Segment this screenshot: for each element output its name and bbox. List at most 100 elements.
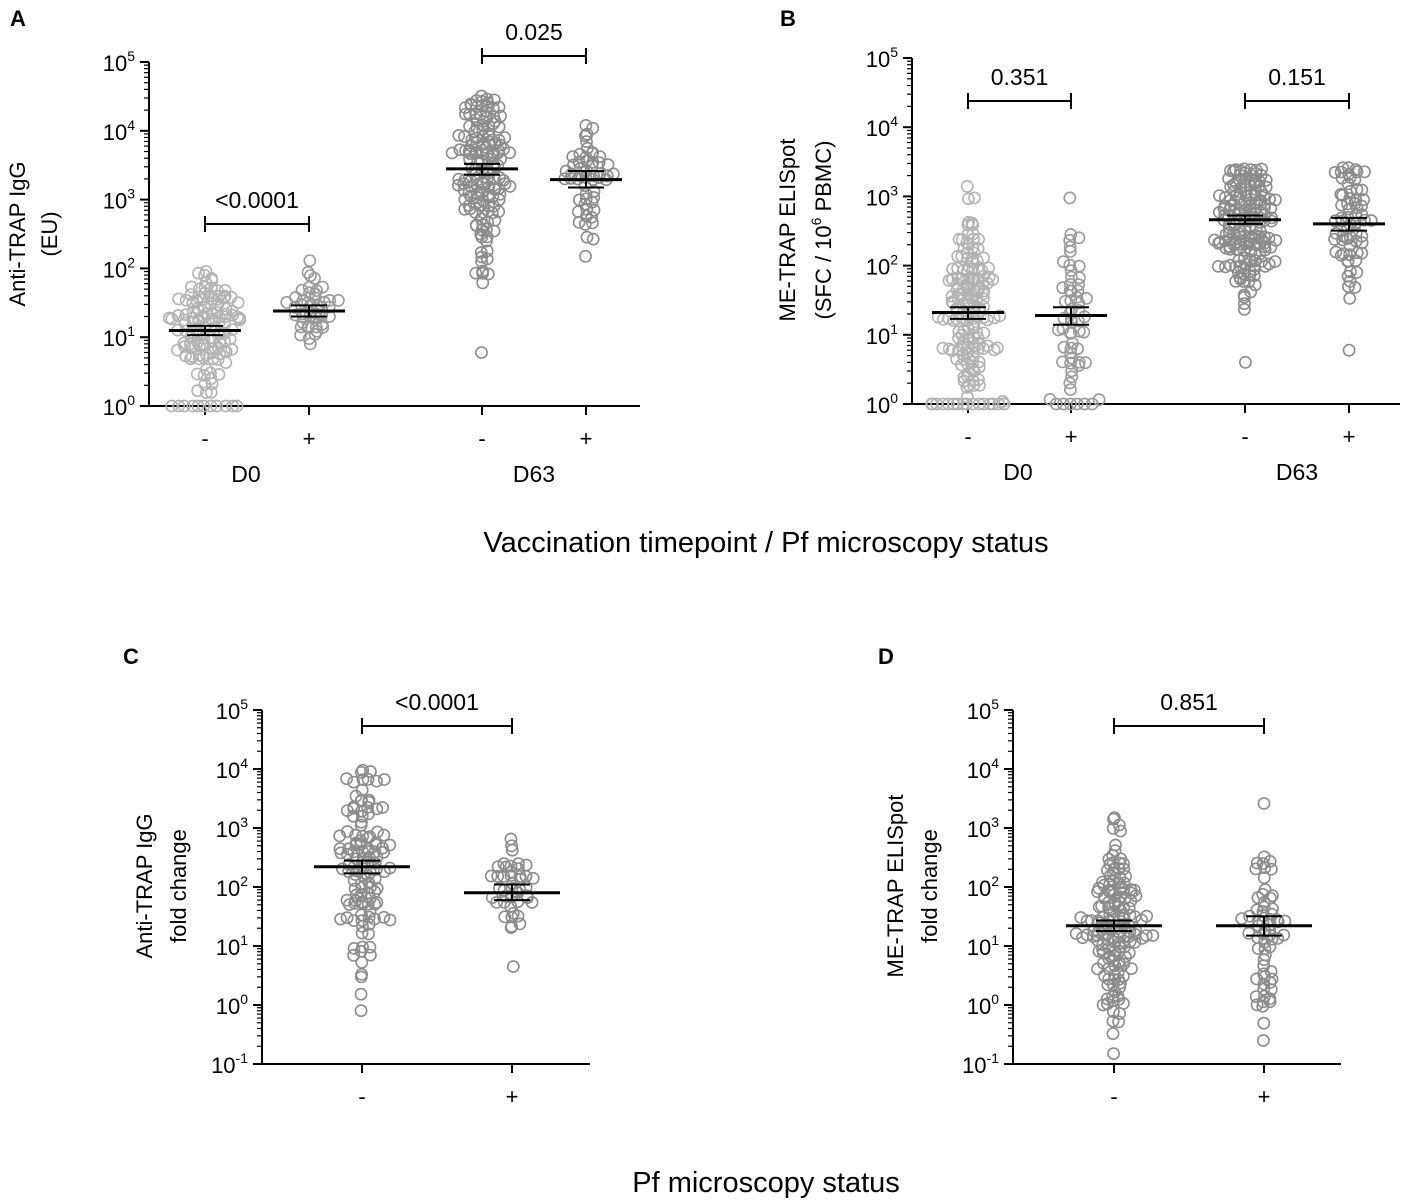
data-point [942, 342, 956, 356]
data-point [586, 232, 600, 246]
data-point [1043, 392, 1057, 406]
data-point [361, 773, 375, 786]
y-tick-label: 10-1 [211, 1050, 248, 1078]
data-point [212, 316, 226, 329]
data-point [363, 948, 377, 962]
data-point [1070, 397, 1084, 411]
data-point [1077, 325, 1091, 339]
data-point [580, 230, 594, 244]
data-point [1255, 162, 1269, 176]
x-category-label: + [506, 1084, 519, 1109]
data-point [355, 809, 369, 823]
data-point [1262, 257, 1276, 271]
data-point [171, 343, 184, 357]
data-point [996, 395, 1010, 408]
data-point [225, 304, 239, 318]
data-point [1264, 983, 1278, 996]
data-point [190, 367, 204, 381]
data-point [368, 897, 382, 911]
data-point [1257, 797, 1271, 810]
y-tick-label: 103 [103, 186, 135, 214]
data-point [1350, 165, 1364, 179]
p-value-label: 0.025 [505, 19, 563, 45]
data-point [1247, 269, 1261, 282]
data-point [947, 397, 960, 411]
data-point [192, 266, 205, 280]
data-point [445, 146, 459, 160]
data-point [186, 296, 200, 310]
x-group-label: D0 [231, 461, 260, 487]
data-point [193, 282, 206, 296]
data-point [973, 378, 986, 392]
data-point [1114, 824, 1127, 838]
data-point [498, 910, 512, 924]
data-point [942, 274, 956, 287]
data-point [219, 302, 233, 316]
data-point [1212, 236, 1225, 250]
data-point [340, 911, 354, 925]
data-point [1257, 871, 1271, 885]
data-point [230, 399, 244, 413]
data-point [1234, 164, 1247, 178]
data-point [1096, 998, 1110, 1012]
data-point [1233, 185, 1247, 199]
data-point [219, 307, 233, 321]
data-point [968, 191, 981, 205]
data-point [316, 320, 330, 334]
data-point [1112, 818, 1126, 832]
data-point [347, 948, 361, 962]
data-point [362, 910, 376, 924]
data-point [956, 397, 970, 411]
y-tick-label: 100 [866, 390, 898, 418]
data-point [361, 869, 375, 883]
data-point [376, 801, 389, 814]
data-point [1128, 935, 1142, 949]
data-point [585, 146, 599, 160]
data-point [1234, 198, 1248, 212]
x-category-label: - [201, 426, 208, 451]
data-point [1263, 854, 1277, 868]
data-point [377, 845, 390, 859]
x-category-label: - [358, 1084, 365, 1109]
data-point [348, 868, 362, 881]
data-point [1364, 214, 1378, 227]
data-point [1096, 875, 1109, 889]
data-point [480, 252, 494, 266]
data-point [1355, 183, 1369, 197]
data-point [1140, 909, 1153, 923]
data-point [1072, 278, 1086, 292]
data-point [1065, 370, 1079, 384]
data-point [354, 987, 368, 1001]
data-point [210, 284, 224, 297]
data-point [504, 921, 518, 934]
data-point [962, 192, 975, 206]
data-point [481, 267, 495, 281]
data-point [1208, 233, 1221, 247]
data-point [1244, 285, 1258, 299]
data-point [347, 942, 361, 955]
data-point [192, 348, 206, 362]
x-category-label: - [1241, 424, 1248, 449]
data-point [956, 348, 970, 362]
data-point [493, 187, 507, 201]
data-point [503, 179, 517, 193]
data-point [1266, 902, 1279, 916]
data-point [1103, 878, 1116, 891]
data-point [1063, 191, 1077, 205]
data-point [1106, 822, 1120, 835]
data-point [960, 380, 974, 394]
data-point [1125, 962, 1138, 975]
data-point [1263, 992, 1277, 1006]
data-point [1123, 935, 1137, 948]
shared-xlabel-top: Vaccination timepoint / Pf microscopy st… [483, 527, 1048, 559]
data-point [226, 399, 240, 413]
data-point [1328, 232, 1341, 246]
data-point [377, 910, 391, 924]
data-point [470, 191, 484, 205]
data-point [171, 309, 185, 322]
data-point [579, 249, 592, 263]
y-tick-label: 102 [216, 873, 248, 901]
data-point [476, 266, 490, 280]
data-point [1117, 862, 1131, 876]
data-point [1072, 359, 1086, 372]
